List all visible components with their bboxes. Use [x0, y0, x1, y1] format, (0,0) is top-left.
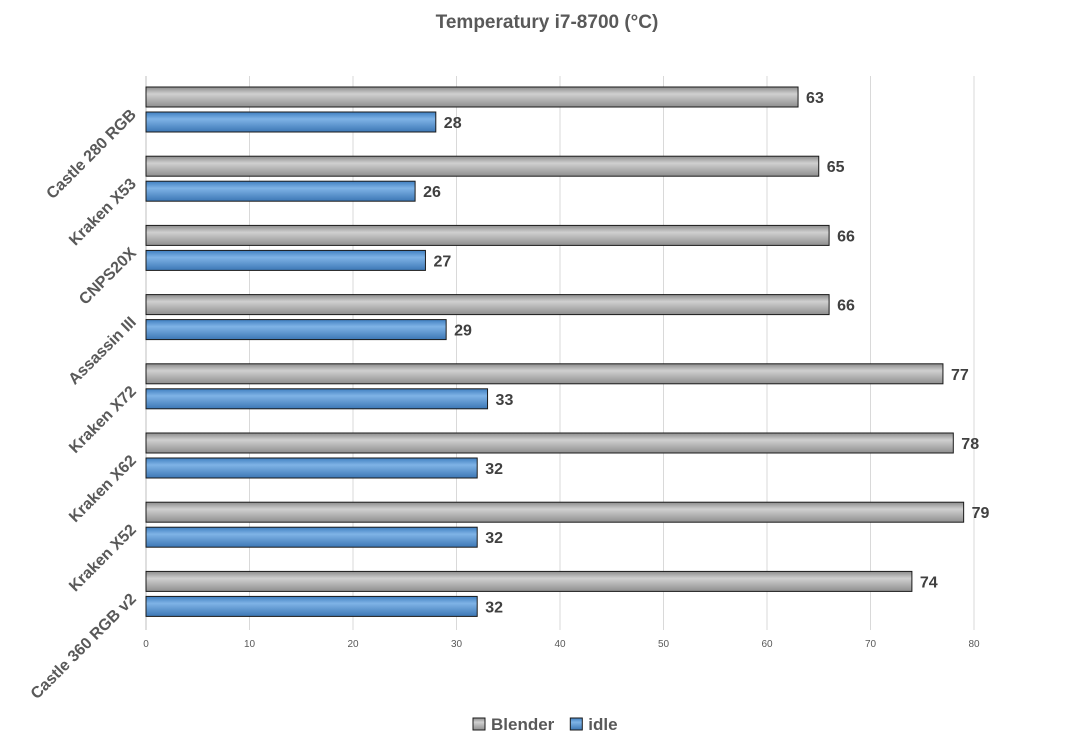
- x-tick-label: 60: [761, 639, 773, 650]
- x-tick-label: 10: [244, 639, 256, 650]
- bar-idle: [145, 595, 478, 617]
- category-label: Kraken X72: [66, 383, 140, 457]
- bar-blender: [145, 86, 799, 108]
- legend: Blender idle: [472, 715, 618, 734]
- data-label: 66: [837, 228, 855, 245]
- x-tick-label: 80: [968, 639, 980, 650]
- legend-label: idle: [588, 715, 617, 734]
- data-label: 65: [827, 159, 845, 176]
- bar-idle: [145, 457, 478, 479]
- bar-idle: [145, 180, 416, 202]
- x-tick-label: 20: [347, 639, 359, 650]
- data-label: 63: [806, 90, 824, 107]
- data-label: 27: [433, 253, 451, 270]
- data-label: 66: [837, 298, 855, 315]
- x-tick-label: 40: [554, 639, 566, 650]
- legend-label: Blender: [491, 715, 555, 734]
- data-label: 29: [454, 323, 472, 340]
- bar-idle: [145, 526, 478, 548]
- data-label: 78: [961, 436, 979, 453]
- bar-idle: [145, 388, 489, 410]
- data-label: 28: [444, 115, 462, 132]
- bar-blender: [145, 224, 830, 246]
- x-tick-label: 30: [451, 639, 463, 650]
- x-tick-label: 0: [143, 639, 149, 650]
- bars-layer: [145, 86, 965, 617]
- data-label: 33: [496, 392, 514, 409]
- category-label: CNPS20X: [76, 244, 140, 308]
- x-tick-label: 50: [658, 639, 670, 650]
- legend-swatch: [569, 717, 583, 731]
- bar-blender: [145, 294, 830, 316]
- bar-blender: [145, 501, 965, 523]
- category-label: Assassin III: [66, 314, 140, 388]
- data-label: 32: [485, 461, 503, 478]
- data-label: 26: [423, 184, 441, 201]
- category-label: Kraken X52: [66, 521, 140, 595]
- bar-blender: [145, 363, 944, 385]
- data-label: 74: [920, 574, 938, 591]
- bar-blender: [145, 155, 820, 177]
- data-label: 32: [485, 530, 503, 547]
- x-tick-label: 70: [865, 639, 877, 650]
- bar-blender: [145, 570, 913, 592]
- chart-title: Temperatury i7-8700 (°C): [436, 12, 659, 33]
- category-label: Castle 360 RGB v2: [28, 591, 140, 703]
- data-label: 77: [951, 367, 969, 384]
- data-label: 32: [485, 599, 503, 616]
- legend-swatch: [472, 717, 486, 731]
- bar-blender: [145, 432, 954, 454]
- bar-idle: [145, 249, 426, 271]
- data-label: 79: [972, 505, 990, 522]
- category-label: Kraken X53: [66, 175, 140, 249]
- bar-idle: [145, 319, 447, 341]
- bar-idle: [145, 111, 437, 133]
- category-label: Kraken X62: [66, 452, 140, 526]
